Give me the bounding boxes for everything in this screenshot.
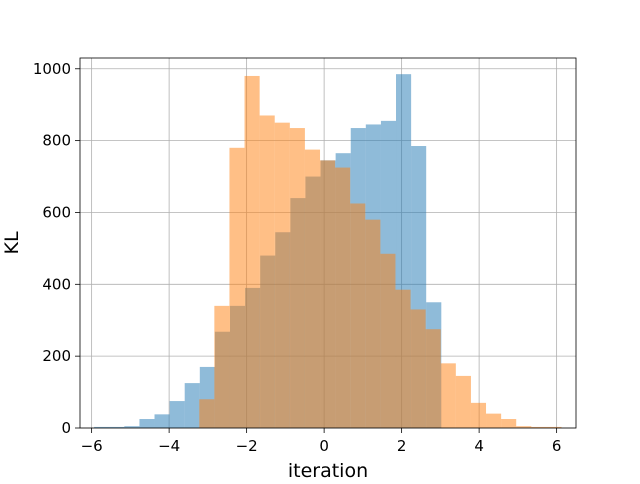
histogram-bar-series-2 [410,309,426,428]
histogram-bar-series-1 [109,426,125,428]
x-tick-label: 2 [397,437,407,455]
y-tick-label: 1000 [33,60,71,78]
histogram-bar-series-2 [350,203,366,428]
y-tick-label: 200 [42,347,71,365]
histogram-bar-series-2 [516,426,532,428]
histogram-bar-series-2 [531,426,547,428]
x-tick-label: −4 [158,437,180,455]
histogram-bar-series-2 [259,115,275,428]
histogram-bar-series-1 [184,383,200,428]
histogram-bar-series-2 [470,402,487,428]
y-tick-label: 0 [61,419,71,437]
y-tick-label: 400 [42,275,71,293]
y-tick-label: 800 [42,132,71,150]
y-axis-label: KL [1,231,23,254]
x-tick-label: −6 [81,437,103,455]
histogram-bar-series-2 [335,167,351,428]
ticks-layer: −6 −4 −2 0 2 4 6 0 200 400 600 800 1000 [33,60,562,455]
x-tick-label: 6 [552,437,562,455]
histogram-bar-series-1 [169,401,185,428]
histogram-bar-series-2 [274,122,290,429]
x-tick-label: 0 [319,437,329,455]
histogram-bar-series-2 [546,426,562,428]
histogram-bar-series-2 [455,375,471,428]
histogram-bar-series-2 [365,219,381,428]
histogram-bar-series-2 [395,289,411,428]
x-axis-label: iteration [288,460,368,480]
x-tick-label: −2 [236,437,258,455]
histogram-bar-series-2 [214,305,230,428]
histogram-bar-series-1 [154,414,170,428]
histogram-bar-series-2 [304,149,321,429]
histogram-bar-series-2 [425,329,441,428]
histogram-bar-series-2 [229,147,245,428]
histogram-bar-series-1 [124,426,140,428]
histogram-bar-series-2 [486,413,502,428]
histogram-bar-series-2 [199,399,215,428]
histogram-bar-series-2 [440,363,456,428]
histogram-bar-series-2 [380,253,396,428]
histogram-bar-series-2 [289,128,305,429]
histogram-bar-series-1 [139,419,155,428]
histogram-bar-series-2 [501,419,517,428]
histogram-bar-series-2 [320,160,336,428]
x-tick-label: 4 [474,437,484,455]
plot-frame [79,57,577,429]
bars-layer [94,74,562,429]
y-tick-label: 600 [42,203,71,221]
histogram-bar-series-2 [244,75,260,428]
histogram-bar-series-1 [94,426,110,428]
